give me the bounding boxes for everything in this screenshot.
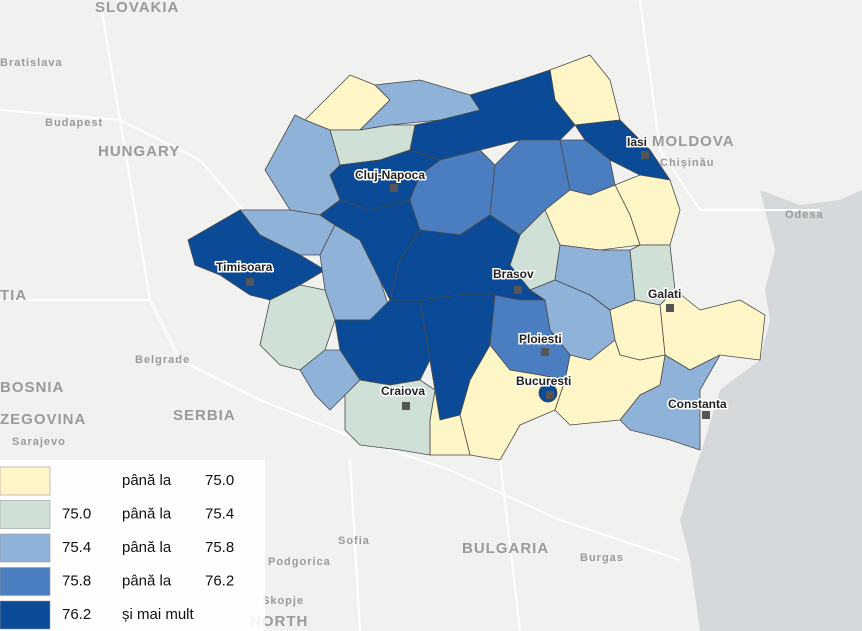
- place-label: SERBIA: [173, 407, 236, 424]
- legend-connector: până la: [122, 572, 172, 589]
- place-label: Budapest: [45, 117, 103, 129]
- city-label: Ploiesti: [519, 332, 562, 346]
- legend-swatch: [0, 600, 51, 630]
- place-label: Bratislava: [0, 57, 63, 69]
- legend-swatch: [0, 567, 51, 596]
- place-label: Odesa: [785, 209, 824, 221]
- legend-connector: până la: [122, 539, 172, 556]
- roads: [0, 0, 820, 631]
- cities: Cluj-Napoca Iasi Timisoara Brasov Galati Ploi…: [215, 134, 728, 419]
- legend-swatch: [0, 500, 51, 529]
- city-marker: [402, 402, 410, 410]
- legend: până la 75.0 75.0 până la 75.4 75.4 până la 75.…: [0, 466, 234, 630]
- legend-swatch: [0, 533, 51, 563]
- county: [344, 379, 436, 456]
- city-label: Cluj-Napoca: [355, 168, 425, 182]
- legend-swatch: [0, 466, 51, 496]
- place-label: Skopje: [262, 595, 304, 607]
- background-labels: SLOVAKIA Bratislava Budapest HUNGARY MOLDOVA…: [0, 0, 824, 630]
- city-marker: [702, 411, 710, 419]
- legend-from: 75.0: [62, 505, 91, 522]
- place-label: Burgas: [580, 552, 624, 564]
- place-label: ZEGOVINA: [0, 411, 86, 428]
- counties: [187, 54, 766, 461]
- place-label: TIA: [0, 287, 27, 304]
- place-label: Chișinău: [660, 157, 714, 169]
- place-label: BOSNIA: [0, 379, 64, 396]
- place-label: MOLDOVA: [652, 133, 735, 150]
- city-marker: [641, 151, 649, 159]
- place-label: HUNGARY: [98, 143, 180, 160]
- city-label: Iasi: [627, 135, 647, 149]
- city-marker: [546, 391, 554, 399]
- legend-to: 75.4: [205, 505, 234, 522]
- city-label: Timisoara: [216, 260, 273, 274]
- legend-from: 75.8: [62, 572, 91, 589]
- legend-connector: până la: [122, 472, 172, 489]
- city-label: Constanta: [668, 397, 727, 411]
- legend-connector: și mai mult: [122, 606, 195, 623]
- city-marker: [514, 286, 522, 294]
- place-label: Sofia: [338, 535, 370, 547]
- city-marker: [390, 184, 398, 192]
- legend-to: 76.2: [205, 572, 234, 589]
- legend-connector: până la: [122, 505, 172, 522]
- city-label: Bucuresti: [516, 374, 571, 388]
- city-marker: [246, 278, 254, 286]
- place-label: BULGARIA: [462, 540, 549, 557]
- legend-to: 75.0: [205, 472, 234, 489]
- place-label: SLOVAKIA: [95, 0, 179, 16]
- legend-from: 75.4: [62, 539, 91, 556]
- black-sea: [680, 190, 862, 631]
- place-label: Sarajevo: [12, 436, 66, 448]
- legend-to: 75.8: [205, 539, 234, 556]
- place-label: Belgrade: [135, 354, 190, 366]
- city-label: Craiova: [381, 384, 425, 398]
- city-marker: [666, 304, 674, 312]
- city-label: Brasov: [493, 267, 534, 281]
- city-marker: [541, 348, 549, 356]
- legend-from: 76.2: [62, 606, 91, 623]
- place-label: Podgorica: [268, 556, 331, 568]
- city-label: Galati: [648, 287, 681, 301]
